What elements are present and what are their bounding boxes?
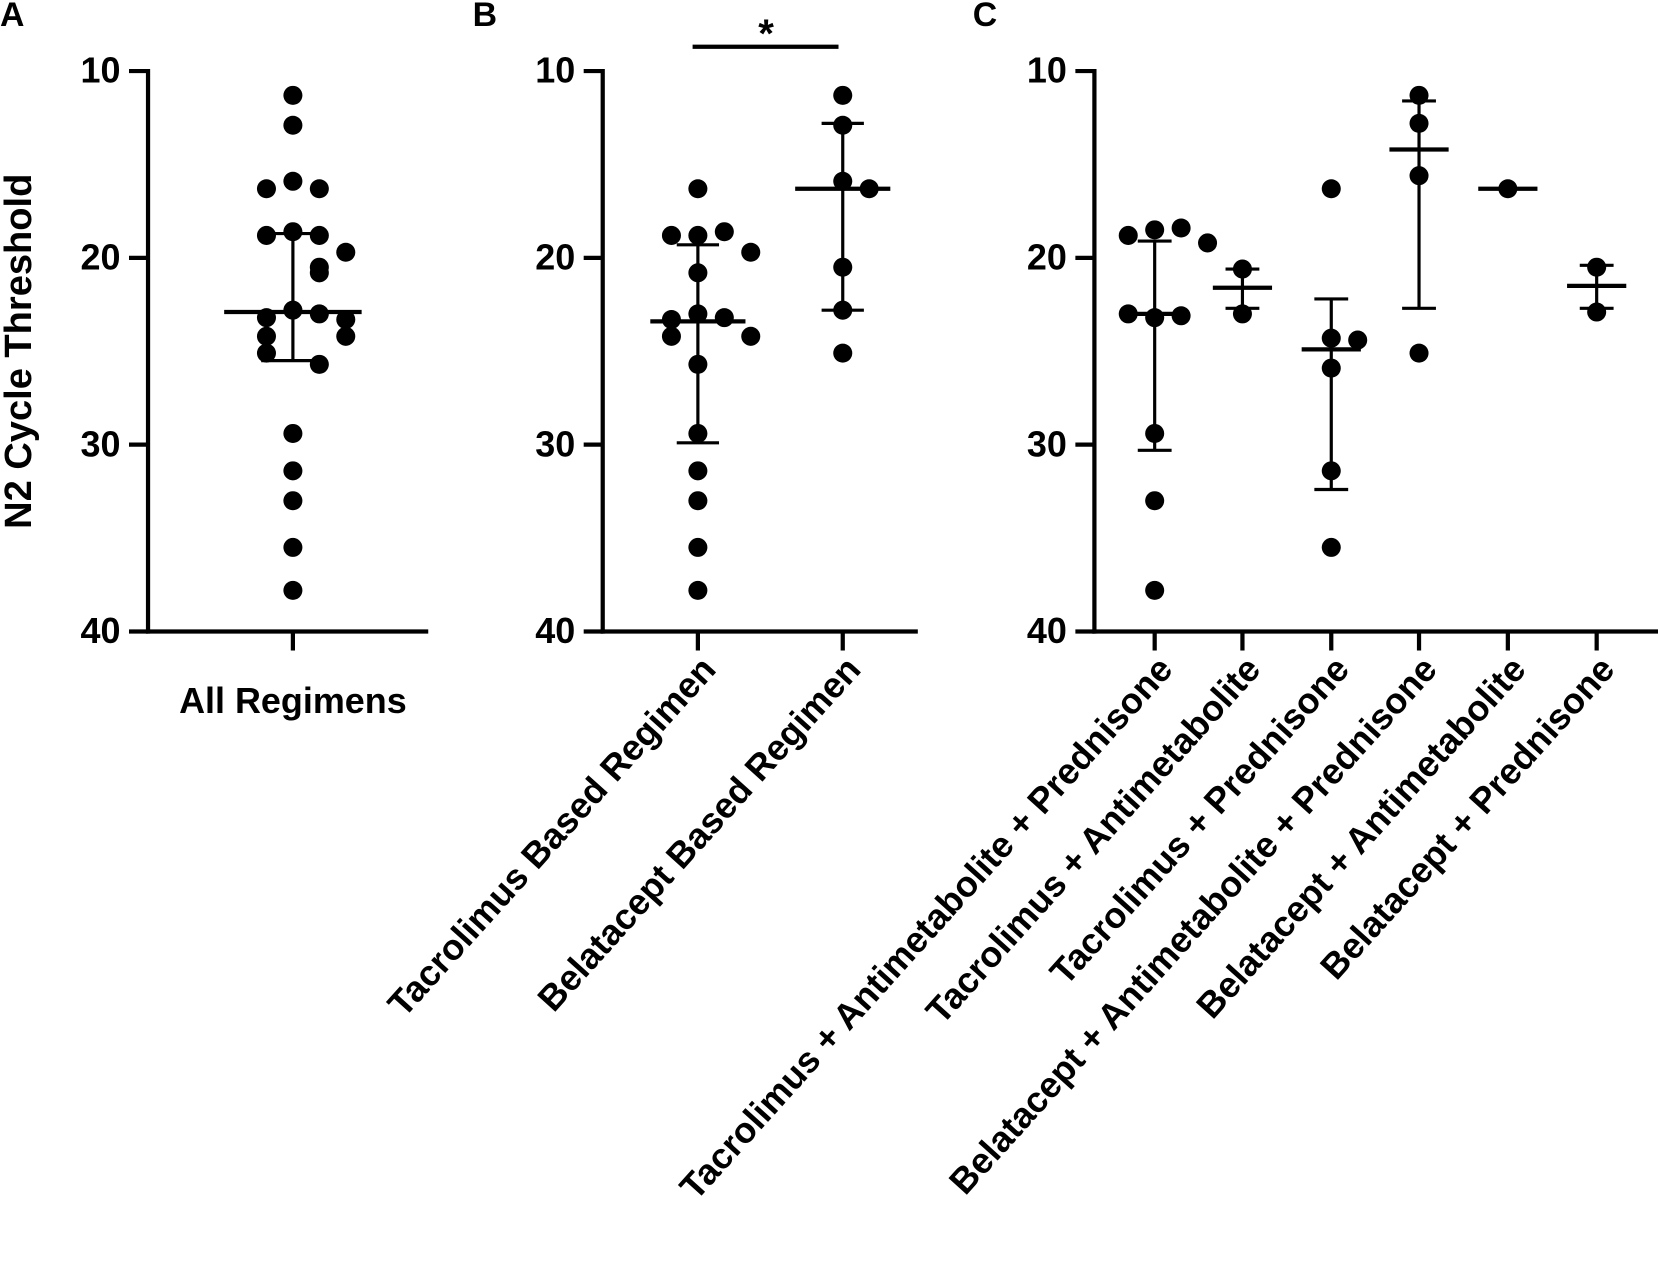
data-point [309,263,329,283]
y-tick-label: 30 [1027,423,1067,464]
panel-label: B [473,0,497,34]
y-tick-label: 10 [1027,50,1067,91]
x-tick-label: All Regimens [179,680,407,721]
data-point [283,222,303,242]
data-point [1321,179,1341,199]
data-point [833,85,853,105]
data-point [688,491,708,511]
y-tick-label: 30 [81,423,121,464]
data-point [661,225,681,245]
data-point [1145,220,1165,240]
data-point [256,179,276,199]
data-point [309,179,329,199]
data-point [283,537,303,557]
data-point [283,423,303,443]
data-point [283,580,303,600]
data-point [1145,491,1165,511]
data-point [283,85,303,105]
y-tick-label: 40 [535,610,575,651]
y-tick-label: 10 [81,50,121,91]
data-point [661,326,681,346]
data-point [833,343,853,363]
data-point [1409,343,1429,363]
data-point [336,309,356,330]
y-tick-label: 40 [81,610,121,651]
data-point [741,242,761,262]
data-point [336,242,356,262]
panel-label: C [973,0,997,34]
y-tick-label: 30 [535,423,575,464]
data-point [688,461,708,481]
data-point [283,491,303,511]
data-point [1171,218,1191,238]
data-point [1348,330,1368,350]
data-point [309,225,329,245]
data-point [1118,225,1138,245]
data-point [741,326,761,346]
y-tick-label: 20 [1027,236,1067,277]
data-point [283,461,303,481]
data-point [714,308,734,328]
significance-label: * [758,11,774,56]
y-axis-label: N2 Cycle Threshold [0,174,40,529]
data-point [688,537,708,557]
data-point [1198,233,1218,253]
data-point [256,225,276,245]
y-tick-label: 20 [81,236,121,277]
data-point [283,171,303,191]
data-point [283,115,303,135]
data-point [1145,580,1165,600]
y-tick-label: 10 [535,50,575,91]
panel-label: A [0,0,24,34]
data-point [256,326,276,346]
data-point [688,580,708,600]
data-point [256,343,276,363]
data-point [714,222,734,242]
data-point [336,326,356,346]
data-point [1321,537,1341,557]
y-tick-label: 20 [535,236,575,277]
data-point [688,225,708,245]
data-point [309,354,329,374]
data-point [688,179,708,199]
y-tick-label: 40 [1027,610,1067,651]
